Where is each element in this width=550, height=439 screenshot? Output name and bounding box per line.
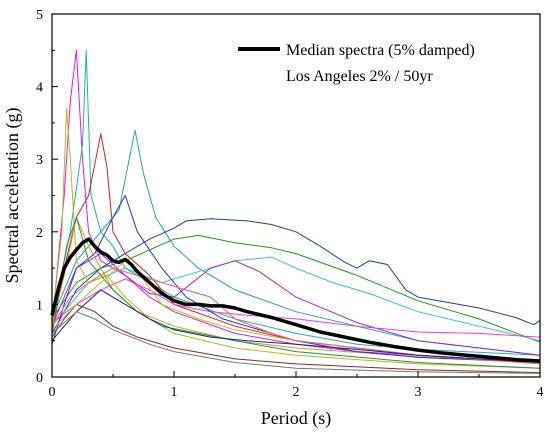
- y-tick-label: 1: [36, 298, 43, 313]
- y-tick-label: 2: [36, 226, 43, 241]
- median-layer: [50, 237, 541, 363]
- ground-motion-spectrum-18: [51, 311, 541, 374]
- ground-motion-spectrum-4: [51, 129, 541, 356]
- median-spectrum-line: [50, 237, 541, 363]
- ground-motion-spectrum-13: [51, 303, 541, 374]
- ground-motion-spectrum-14: [51, 216, 541, 369]
- x-tick-label: 1: [171, 385, 178, 400]
- x-tick-label: 4: [537, 385, 544, 400]
- ground-motion-spectrum-7: [51, 256, 541, 342]
- x-tick-label: 2: [293, 385, 300, 400]
- ground-motion-spectrum-12: [51, 195, 541, 363]
- ground-motion-spectrum-2: [51, 49, 541, 356]
- ticks-layer: 0 1 2 3 4 0 1 2 3 4 5: [36, 8, 544, 400]
- y-tick-label: 0: [36, 371, 43, 386]
- y-tick-label: 4: [36, 81, 43, 96]
- ground-motion-spectrum-16: [51, 267, 541, 365]
- series-layer: [51, 49, 541, 374]
- ground-motion-spectrum-1: [51, 49, 541, 363]
- y-tick-label: 3: [36, 153, 43, 168]
- ground-motion-spectrum-9: [51, 278, 541, 338]
- legend-median-label: Median spectra (5% damped): [286, 42, 475, 59]
- legend: Median spectra (5% damped) Los Angeles 2…: [238, 42, 475, 85]
- x-tick-label: 3: [415, 385, 422, 400]
- y-axis-title: Spectral acceleration (g): [2, 108, 23, 284]
- x-tick-label: 0: [49, 385, 56, 400]
- y-tick-label: 5: [36, 8, 43, 23]
- ground-motion-spectrum-3: [51, 133, 541, 363]
- ground-motion-spectrum-6: [51, 234, 541, 343]
- legend-location-note: Los Angeles 2% / 50yr: [286, 68, 433, 85]
- ground-motion-spectrum-10: [51, 107, 541, 369]
- x-axis-title: Period (s): [261, 408, 332, 429]
- ground-motion-spectrum-17: [51, 289, 541, 363]
- ground-motion-spectrum-5: [51, 218, 541, 334]
